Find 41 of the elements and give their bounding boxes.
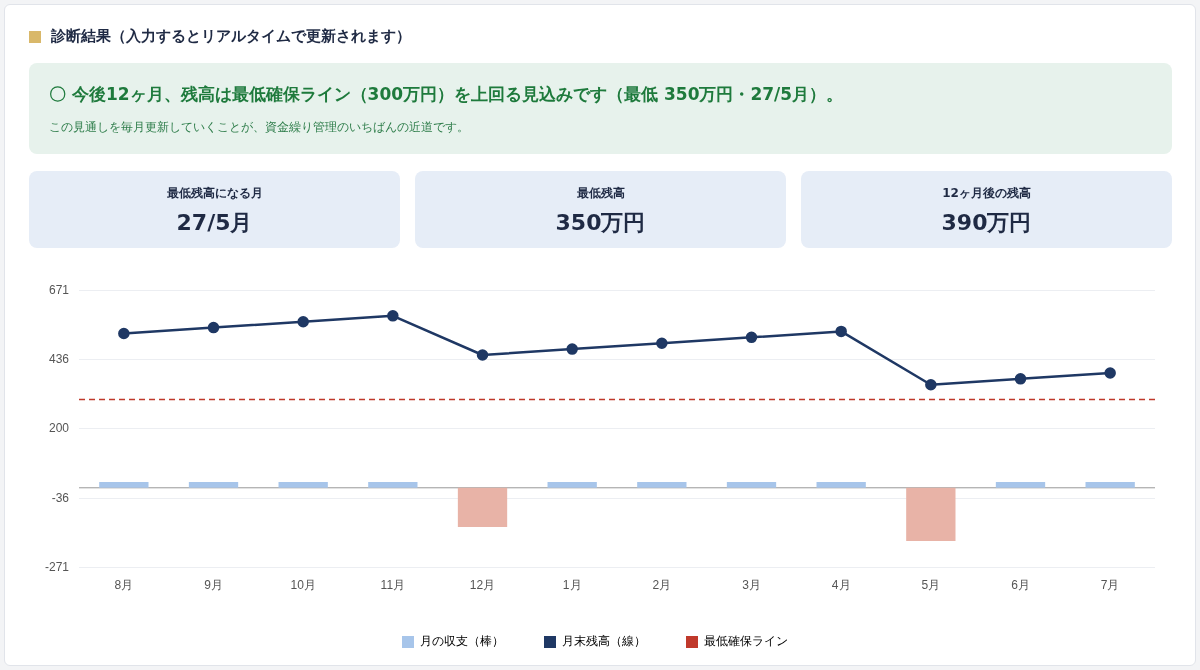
point xyxy=(207,321,220,334)
point xyxy=(1104,367,1116,379)
point xyxy=(745,331,758,344)
x-tick-label: 1月 xyxy=(562,578,582,593)
y-tick-label: -271 xyxy=(44,559,70,574)
point xyxy=(1014,373,1027,385)
legend-label: 最低確保ライン xyxy=(704,634,788,649)
x-tick-label: 11月 xyxy=(380,578,406,593)
text: この見通しを毎月更新していくことが、資金繰り管理のいちばんの近道です。 xyxy=(49,119,469,136)
text: 27/5月 xyxy=(175,209,254,237)
x-tick-label: 5月 xyxy=(921,578,941,593)
text: 350万円 xyxy=(554,209,647,237)
x-tick-label: 8月 xyxy=(114,578,134,593)
point xyxy=(118,327,130,340)
y-tick-label: 671 xyxy=(48,282,70,297)
point xyxy=(566,343,578,355)
point xyxy=(925,378,937,391)
x-tick-label: 6月 xyxy=(1011,578,1030,593)
y-tick-label: -36 xyxy=(51,490,70,505)
text: 最低残高 xyxy=(575,185,626,202)
point xyxy=(835,325,847,338)
point xyxy=(476,349,489,361)
y-tick-label: 436 xyxy=(48,351,70,366)
x-tick-label: 7月 xyxy=(1100,578,1120,593)
x-tick-label: 3月 xyxy=(742,578,761,593)
text: 最低残高になる月 xyxy=(165,185,264,202)
x-tick-label: 4月 xyxy=(831,578,851,593)
x-tick-label: 10月 xyxy=(290,578,316,593)
point xyxy=(387,310,399,322)
point xyxy=(297,315,309,328)
x-tick-label: 2月 xyxy=(652,578,672,593)
y-tick-label: 200 xyxy=(48,421,70,436)
legend-label: 月の収支（棒） xyxy=(420,634,504,649)
legend-label: 月末残高（線） xyxy=(562,634,646,649)
chart-subtitle: 〇 今後12ヶ月、残高は最低確保ライン（300万円）を上回る見込みです（最低 350万円・27/5月）。 xyxy=(49,83,844,106)
point xyxy=(656,337,668,349)
text: 390万円 xyxy=(940,209,1033,237)
text: 12ヶ月後の残高 xyxy=(941,185,1032,202)
chart-title: 診断結果（入力するとリアルタイムで更新されます） xyxy=(51,27,411,46)
x-tick-label: 9月 xyxy=(204,578,223,593)
x-tick-label: 12月 xyxy=(469,578,496,593)
